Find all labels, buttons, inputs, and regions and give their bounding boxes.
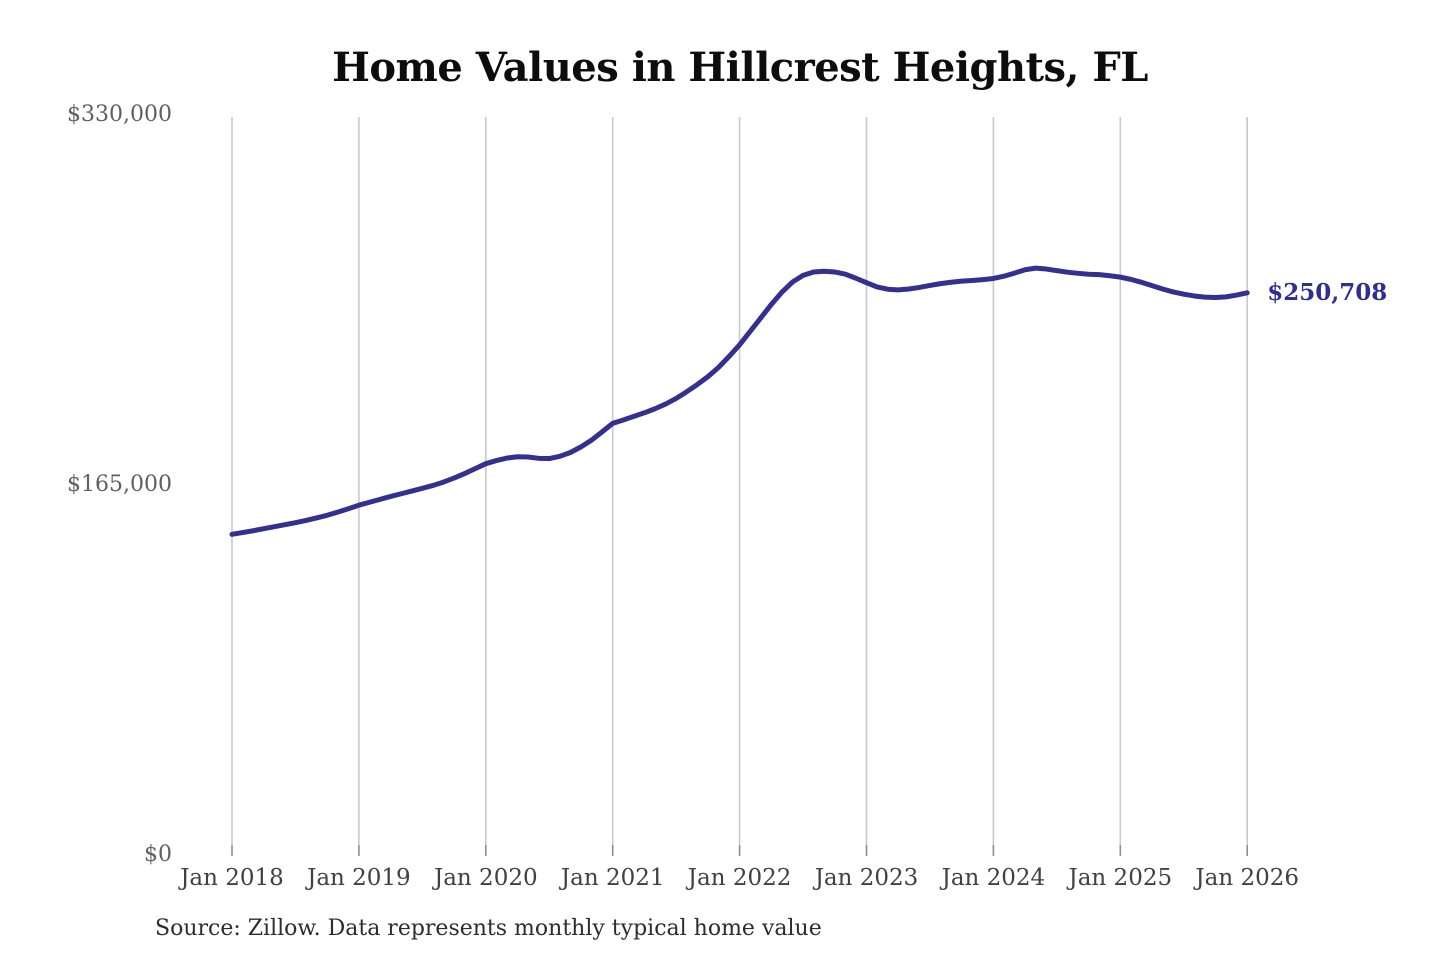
x-tick-label: Jan 2018 <box>180 865 284 891</box>
x-tick-label: Jan 2021 <box>560 865 665 891</box>
source-note: Source: Zillow. Data represents monthly … <box>155 916 822 941</box>
y-tick-label: $165,000 <box>67 472 172 497</box>
x-tick-label: Jan 2022 <box>687 865 792 891</box>
home-value-line <box>229 265 1250 537</box>
y-tick-label: $330,000 <box>67 102 172 127</box>
x-tick-label: Jan 2024 <box>941 865 1046 891</box>
x-tick-label: Jan 2019 <box>307 865 411 891</box>
x-tick-label: Jan 2023 <box>814 865 919 891</box>
latest-value-label: $250,708 <box>1267 278 1388 306</box>
y-tick-label: $0 <box>144 842 172 867</box>
x-tick-label: Jan 2025 <box>1068 865 1173 891</box>
chart-title: Home Values in Hillcrest Heights, FL <box>332 44 1148 91</box>
x-tick-label: Jan 2026 <box>1195 865 1299 891</box>
x-tick-label: Jan 2020 <box>434 865 538 891</box>
